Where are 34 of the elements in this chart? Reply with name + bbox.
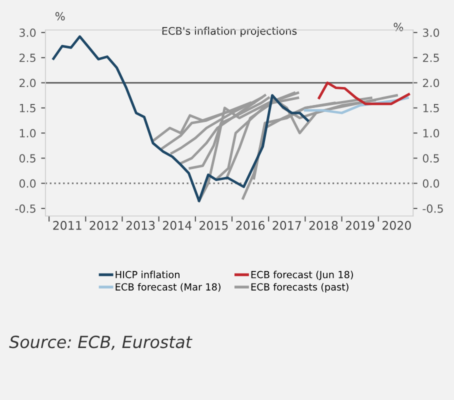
x-tick-label: 2018 [309,220,338,230]
x-tick-label: 2020 [382,220,411,230]
y2-tick-label: 0.5 [422,154,439,163]
x-tick-label: 2013 [126,220,155,230]
x-tick-label: 2019 [346,220,374,230]
y2-tick-label: 3.0 [423,28,440,37]
legend-label: ECB forecast (Mar 18) [116,283,220,292]
y-tick-label: 2.5 [20,54,36,62]
y-tick-label: 1.0 [20,129,36,138]
y2-tick-label: 0.0 [422,179,440,188]
y2-tick-label: 2.0 [422,78,440,88]
legend-label: HICP inflation [116,270,180,278]
legend-label: ECB forecast (Jun 18) [251,270,353,280]
y2-axis-title: % [394,22,404,32]
y2-tick-label: 2.5 [422,54,439,62]
y-tick-label: 2.0 [20,78,36,88]
chart-title: ECB's inflation projections [162,26,297,37]
source-note: Source: ECB, Eurostat [9,336,192,350]
x-tick-label: 2016 [236,220,265,230]
x-tick-label: 2014 [162,220,192,230]
x-tick-label: 2011 [53,220,82,230]
y-tick-label: 0.0 [19,179,36,188]
x-tick-label: 2015 [200,220,228,230]
y-tick-label: 1.5 [20,104,36,112]
y-tick-label: 3.0 [20,28,36,37]
x-tick-label: 2012 [90,220,118,230]
y2-tick-label: -0.5 [422,204,443,213]
y2-tick-label: 1.5 [423,104,439,112]
y-tick-label: 0.5 [19,154,36,163]
x-tick-label: 2017 [272,220,301,230]
y-tick-label: -0.5 [15,204,36,213]
y-axis-title: % [55,12,65,20]
y2-tick-label: 1.0 [423,129,440,138]
legend-label: ECB forecasts (past) [251,283,348,292]
